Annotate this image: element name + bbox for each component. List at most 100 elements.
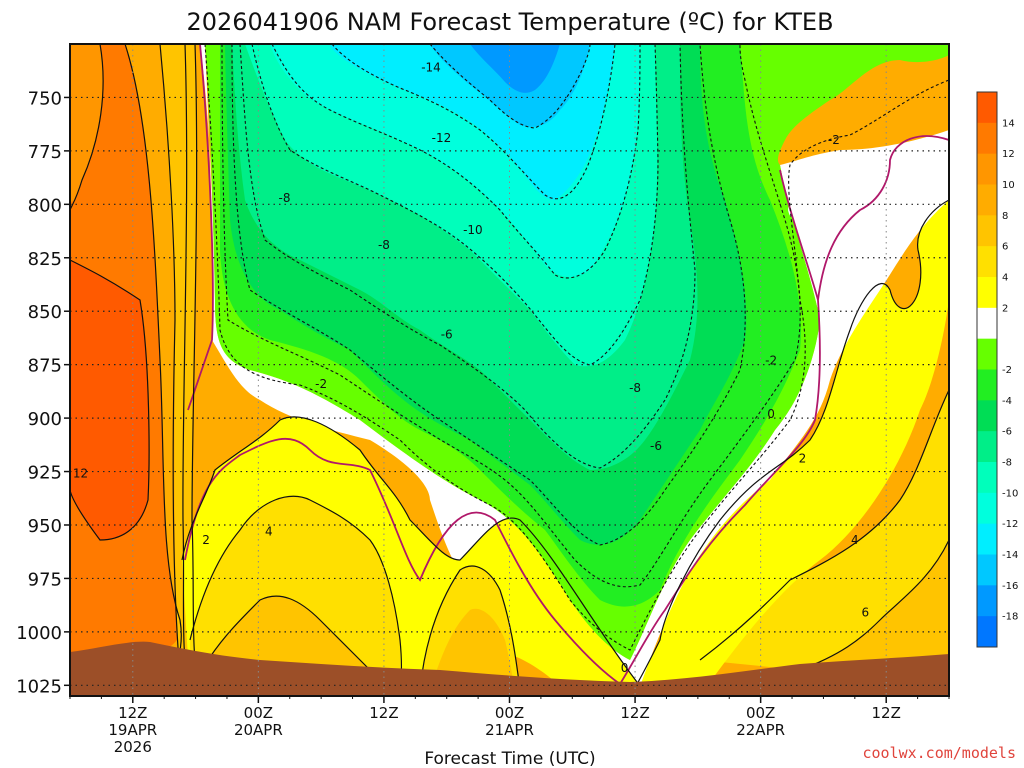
colorbar-swatch (977, 462, 997, 494)
isotherm-8-left (124, 44, 182, 691)
plot-area (70, 44, 949, 696)
colorbar-swatch (977, 277, 997, 309)
colorbar-label: -12 (1002, 519, 1018, 530)
isotherm-4-mid (419, 565, 521, 691)
colorbar-swatch (977, 585, 997, 617)
contour-label: 6 (861, 606, 869, 620)
contour-label: 2 (799, 452, 807, 466)
y-tick-label: 950 (28, 516, 62, 537)
band-cold-18 (470, 44, 560, 93)
colorbar-swatch (977, 616, 997, 648)
x-tick-label: 21APR (485, 721, 534, 739)
band-warm-14 (70, 260, 150, 540)
y-tick-label: 900 (28, 409, 62, 430)
y-axis: 750 775 800 825 850 875 900 925 950 975 1000 1025 (16, 88, 70, 697)
contour-label: -2 (765, 353, 777, 367)
band-warm-right-4 (700, 390, 949, 670)
colorbar-label: 10 (1002, 180, 1015, 191)
colorbar-swatch (977, 153, 997, 185)
colorbar-label: 14 (1002, 118, 1015, 129)
isotherm-2-left (191, 44, 201, 696)
isotherm-12-left (70, 259, 150, 541)
isotherm-2-right (629, 199, 949, 696)
colorbar-swatch (977, 338, 997, 370)
contour-label: 4 (265, 524, 273, 538)
contour-label: 12 (73, 467, 88, 481)
terrain-ground (70, 641, 949, 696)
contour-label: -12 (432, 131, 452, 145)
gridlines (70, 44, 949, 696)
colorbar-swatch (977, 492, 997, 525)
contour-label: -8 (378, 238, 390, 252)
colorbar: 14 12 10 8 6 4 2 -2 -4 -6 -8 -10 -12 -14 -16 -18 (976, 91, 1018, 648)
contour-label: -6 (650, 439, 662, 453)
colorbar-label: -8 (1002, 458, 1012, 469)
chart-title: 2026041906 NAM Forecast Temperature (ºC)… (186, 8, 833, 36)
x-tick-label: 12Z (369, 704, 398, 722)
colorbar-label: -14 (1002, 550, 1018, 561)
isotherm-4-lower (189, 495, 403, 691)
contour-label: -2 (315, 377, 327, 391)
isotherm-4-right (699, 389, 949, 661)
isotherm-6-lower (204, 595, 371, 671)
colorbar-label: -10 (1002, 488, 1018, 499)
colorbar-label: -18 (1002, 612, 1018, 623)
credit-text: coolwx.com/models (862, 744, 1016, 762)
y-tick-label: 1000 (16, 623, 62, 644)
y-tick-label: 875 (28, 356, 62, 377)
colorbar-swatch (977, 122, 997, 155)
x-tick-label: 22APR (736, 721, 785, 739)
x-tick-label: 00Z (746, 704, 775, 722)
colorbar-swatch (977, 431, 997, 463)
colorbar-label: -2 (1002, 365, 1012, 376)
contour-label: 4 (851, 533, 859, 547)
y-tick-label: 1025 (16, 676, 62, 697)
contour-label: -6 (441, 328, 453, 342)
contour-label: -14 (421, 61, 441, 75)
colorbar-swatch (977, 400, 997, 432)
colorbar-label: -4 (1002, 396, 1012, 407)
x-tick-label: 2026 (114, 738, 152, 756)
isotherm-minus8 (239, 44, 696, 469)
y-tick-label: 775 (28, 142, 62, 163)
colorbar-swatch (977, 184, 997, 216)
y-tick-label: 850 (28, 302, 62, 323)
y-tick-label: 800 (28, 195, 62, 216)
isotherm-minus14 (331, 44, 616, 200)
x-tick-label: 12Z (620, 704, 649, 722)
x-tick-label: 12Z (872, 704, 901, 722)
isotherm-minus16 (429, 44, 591, 129)
x-tick-label: 12Z (118, 704, 147, 722)
isotherm-4-left (182, 44, 191, 696)
x-tick-label: 00Z (495, 704, 524, 722)
contour-label: 0 (621, 661, 629, 675)
colorbar-swatch (977, 92, 997, 124)
isotherm-0-right (779, 169, 819, 301)
colorbar-swatch (977, 554, 997, 586)
colorbar-label: 4 (1002, 273, 1008, 284)
contour-label: -8 (279, 191, 291, 205)
y-tick-label: 975 (28, 569, 62, 590)
colorbar-label: 6 (1002, 242, 1008, 253)
x-tick-label: 00Z (244, 704, 273, 722)
contour-label: 2 (202, 533, 210, 547)
band-warm-mid-bump-6 (430, 608, 515, 690)
colorbar-frame (976, 91, 998, 648)
isotherm-2-lower (181, 416, 641, 687)
contour-labels: -14 -12 -10 -8 -8 -8 -6 -6 -2 -2 -2 0 0 2 2 4 4 6 12 (73, 61, 869, 676)
y-tick-label: 825 (28, 249, 62, 270)
contour-label: 0 (767, 407, 775, 421)
x-tick-label: 20APR (234, 721, 283, 739)
isotherm-minus10 (251, 44, 659, 366)
y-tick-label: 750 (28, 88, 62, 109)
band-warm-right-6 (800, 540, 949, 670)
colorbar-swatch (977, 369, 997, 401)
contour-label: -2 (828, 133, 840, 147)
colorbar-label: 2 (1002, 303, 1008, 314)
y-tick-label: 925 (28, 463, 62, 484)
x-tick-label: 19APR (108, 721, 157, 739)
isotherm-6-right (799, 539, 949, 671)
x-axis-label: Forecast Time (UTC) (424, 749, 595, 768)
